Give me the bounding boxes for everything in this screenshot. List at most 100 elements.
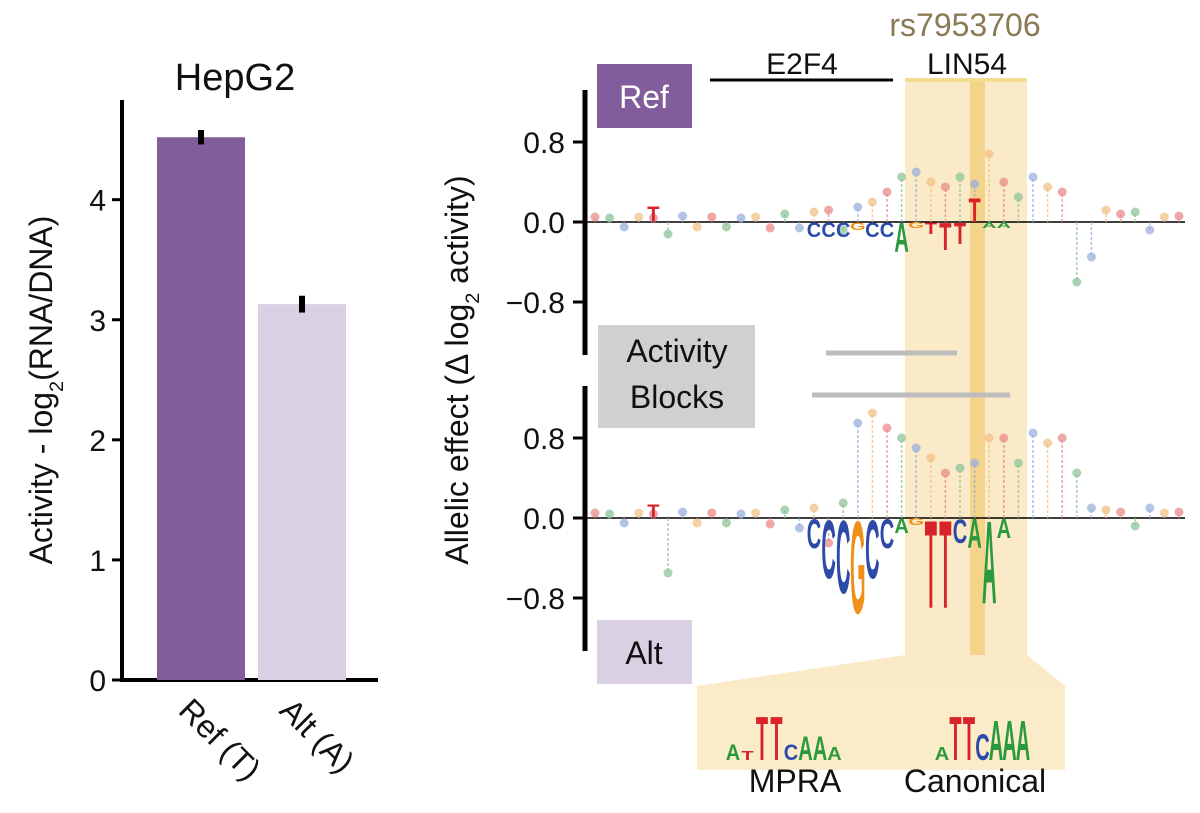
lollipop [809, 503, 819, 513]
lollipop [692, 222, 702, 232]
lollipop [911, 167, 921, 177]
lin54-highlight [905, 80, 1027, 655]
y-axis-label-part: Allelic effect (Δ log [439, 304, 475, 565]
lollipop [1072, 468, 1082, 478]
logo-letter: C [821, 220, 836, 242]
zoom-connector [697, 655, 1065, 686]
logo-letter: C [865, 502, 879, 596]
lollipop [590, 212, 600, 222]
y-axis-label-part: Activity - log [23, 392, 59, 564]
y-axis-label: Allelic effect (Δ log2 activity) [439, 175, 484, 564]
blocks-label: Blocks [630, 379, 724, 415]
lollipop [853, 202, 863, 212]
track-label: Ref [619, 79, 669, 115]
lollipop [707, 212, 717, 222]
lollipop [853, 418, 863, 428]
lollipop [605, 509, 615, 519]
logo-letter: G [908, 221, 924, 230]
logo-letter: C [880, 220, 895, 242]
logo-letter: C [953, 512, 967, 551]
y-tick-label: 3 [89, 305, 106, 338]
lollipop [1072, 277, 1082, 287]
logo-letter: T [925, 219, 938, 238]
track-label: Alt [625, 635, 662, 671]
lollipop [663, 229, 673, 239]
logo-letter: A [894, 214, 908, 261]
lollipop [824, 205, 834, 215]
lollipop [619, 222, 629, 232]
lollipop [867, 197, 877, 207]
motif-panel [697, 686, 1065, 770]
lollipop [619, 518, 629, 528]
motif-name: Canonical [904, 763, 1046, 799]
lollipop [867, 408, 877, 418]
y-tick-label: 0 [89, 665, 106, 698]
logo-letter: T [939, 495, 951, 635]
lollipop [1043, 438, 1053, 448]
y-tick-label: 0.8 [523, 127, 565, 160]
logo-letter: T [954, 218, 966, 251]
y-tick-label: 4 [89, 185, 106, 218]
logo-letter: C [821, 502, 835, 596]
lollipop [999, 177, 1009, 187]
lollipop [940, 468, 950, 478]
logo-letter: A [827, 744, 841, 765]
logo-letter: T [647, 501, 659, 523]
lollipop [634, 508, 644, 518]
blocks-box [598, 325, 755, 428]
lollipop [780, 209, 790, 219]
lollipop [838, 225, 848, 235]
logo-letter: A [935, 744, 949, 765]
logo-letter: G [850, 494, 866, 641]
lollipop [1174, 507, 1184, 517]
bar [258, 304, 346, 680]
lollipop [926, 177, 936, 187]
lollipop [1116, 507, 1126, 517]
lollipop [1057, 433, 1067, 443]
lollipop [663, 568, 673, 578]
logo-letter: A [894, 516, 909, 538]
y-tick-label: 1 [89, 545, 106, 578]
logo-letter: T [647, 203, 659, 227]
logo-letter: T [939, 215, 951, 259]
lollipop [765, 223, 775, 233]
lollipop [1043, 182, 1053, 192]
lollipop [751, 212, 761, 222]
lollipop [794, 523, 804, 533]
x-tick-label: Ref (T) [172, 691, 268, 787]
lollipop [590, 508, 600, 518]
logo-letter: A [1016, 709, 1030, 772]
logo-letter: A [798, 729, 812, 767]
y-tick-label: 0.0 [523, 503, 565, 536]
lollipop [1116, 209, 1126, 219]
lollipop [955, 463, 965, 473]
logo-letter: A [967, 510, 981, 557]
y-axis-label-part: 2 [462, 293, 484, 304]
highlight-layer [697, 80, 1065, 770]
logo-letter: A [813, 729, 827, 767]
logo-letter: A [997, 221, 1011, 230]
y-tick-label: 0.0 [523, 207, 565, 240]
lollipop [765, 519, 775, 529]
logo-letter: A [726, 741, 740, 765]
lollipop [736, 213, 746, 223]
lollipop [897, 172, 907, 182]
lollipop [897, 433, 907, 443]
lollipop [736, 509, 746, 519]
bar [157, 137, 245, 680]
lollipop [926, 453, 936, 463]
logo-letter: A [982, 496, 996, 628]
logo-letter: T [756, 703, 768, 773]
lollipop [1086, 503, 1096, 513]
x-tick-label: Alt (A) [273, 691, 361, 779]
lollipop [1013, 458, 1023, 468]
track-label-box [597, 620, 692, 684]
lollipop [678, 507, 688, 517]
lollipop [911, 443, 921, 453]
lollipop [1159, 508, 1169, 518]
logo-letter: G [908, 517, 924, 528]
lollipop [1145, 503, 1155, 513]
y-tick-label: 0.8 [523, 423, 565, 456]
lollipop [780, 505, 790, 515]
